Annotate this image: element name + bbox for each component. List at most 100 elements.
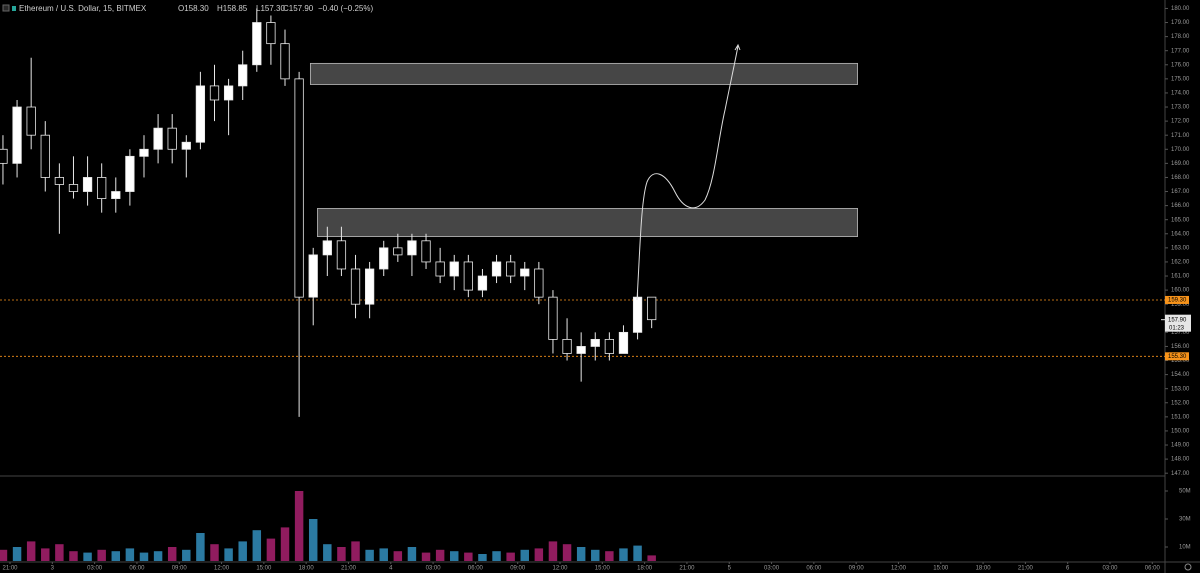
- volume-bar: [506, 552, 515, 561]
- x-tick-label: 15:00: [256, 566, 272, 572]
- candle-body: [534, 268, 544, 298]
- projection-drawing[interactable]: [636, 45, 739, 301]
- candle-body: [491, 261, 502, 277]
- candle-body: [54, 177, 65, 185]
- x-tick-label: 21:00: [341, 566, 357, 572]
- collapse-button[interactable]: [2, 4, 10, 12]
- volume-bar: [266, 538, 276, 561]
- candle-body: [520, 268, 530, 277]
- volume-bar: [125, 548, 135, 561]
- volume-bar: [69, 551, 78, 561]
- x-tick-label: 21:00: [679, 566, 695, 572]
- candle-body: [280, 43, 290, 80]
- x-tick-label: 15:00: [595, 566, 611, 572]
- volume-bar: [153, 551, 163, 561]
- y2-tick-label: 30M: [1179, 517, 1191, 523]
- y-tick-label: 157.00: [1171, 330, 1190, 336]
- candle-body: [590, 338, 600, 347]
- candle-body: [308, 254, 318, 298]
- symbol-icon: [12, 6, 16, 11]
- candle-body: [26, 106, 36, 136]
- price-level-tag: [1165, 352, 1189, 361]
- candle-body: [379, 247, 389, 270]
- candle-body: [618, 331, 629, 354]
- y-tick-label: 176.00: [1171, 62, 1190, 68]
- countdown: 01:23: [1169, 325, 1185, 331]
- y-tick-label: 178.00: [1171, 34, 1190, 40]
- y-tick-label: 170.00: [1171, 147, 1190, 153]
- volume-bar: [548, 541, 558, 561]
- price-level-label: 159.30: [1168, 298, 1187, 304]
- ohlc-change: −0.40 (−0.25%): [318, 4, 373, 13]
- y-tick-label: 149.00: [1171, 443, 1190, 449]
- y-tick-label: 174.00: [1171, 91, 1190, 97]
- volume-bar: [591, 549, 600, 561]
- candle-body: [209, 85, 220, 101]
- candle-body: [195, 85, 206, 143]
- volume-bar: [407, 547, 417, 561]
- ohlc-low: L157.30: [256, 4, 285, 13]
- volume-bar: [224, 548, 233, 561]
- candle-body: [364, 268, 375, 305]
- candle-body: [294, 78, 304, 298]
- volume-bar: [478, 554, 487, 561]
- y-tick-label: 156.00: [1171, 344, 1190, 350]
- volume-bar: [55, 544, 64, 561]
- last-price-tag: [1165, 314, 1191, 332]
- projection-arrowhead: [734, 43, 741, 51]
- x-tick-label: 06:00: [129, 566, 145, 572]
- volume-bar: [252, 530, 262, 561]
- settings-button[interactable]: [1184, 563, 1192, 571]
- volume-bar: [196, 533, 205, 561]
- y-tick-label: 180.00: [1171, 6, 1190, 12]
- volume-bar: [308, 519, 318, 561]
- candle-body: [632, 296, 643, 333]
- volume-bar: [534, 548, 544, 561]
- candle-body: [238, 64, 248, 87]
- price-level-tag: [1165, 295, 1189, 304]
- candle-body: [0, 148, 8, 164]
- x-tick-label: 03:00: [87, 566, 103, 572]
- x-tick-label: 18:00: [637, 566, 653, 572]
- y-tick-label: 177.00: [1171, 48, 1190, 54]
- symbol-title[interactable]: Ethereum / U.S. Dollar, 15, BITMEX: [19, 4, 147, 13]
- volume-bar: [393, 551, 403, 561]
- candle-body: [139, 148, 149, 157]
- candle-body: [167, 127, 177, 150]
- y2-tick-label: 50M: [1179, 489, 1191, 495]
- x-tick-label: 03:00: [426, 566, 442, 572]
- candle-body: [12, 106, 22, 164]
- candle-body: [647, 296, 657, 321]
- x-tick-label: 21:00: [1018, 566, 1034, 572]
- x-tick-label: 5: [728, 566, 732, 572]
- volume-bar: [280, 527, 290, 561]
- x-tick-label: 12:00: [214, 566, 230, 572]
- y2-tick-label: 10M: [1179, 545, 1191, 551]
- ohlc-close: C157.90: [283, 4, 314, 13]
- volume-bar: [210, 544, 219, 561]
- x-tick-label: 09:00: [510, 566, 526, 572]
- candle-body: [336, 240, 347, 270]
- x-tick-label: 12:00: [552, 566, 568, 572]
- x-tick-label: 3: [51, 566, 55, 572]
- candle-body: [153, 127, 163, 150]
- y-tick-label: 166.00: [1171, 203, 1190, 209]
- y-tick-label: 165.00: [1171, 217, 1190, 223]
- volume-bar: [619, 548, 628, 561]
- candle-body: [111, 191, 121, 199]
- y-tick-label: 154.00: [1171, 372, 1190, 378]
- x-tick-label: 06:00: [1145, 566, 1161, 572]
- volume-bar: [26, 541, 36, 561]
- candle-body: [322, 240, 332, 256]
- candle-body: [548, 296, 558, 340]
- y-tick-label: 160.00: [1171, 288, 1190, 294]
- y-tick-label: 150.00: [1171, 429, 1190, 435]
- volume-bar: [139, 552, 149, 561]
- volume-bar: [450, 551, 459, 561]
- x-tick-label: 03:00: [1102, 566, 1118, 572]
- x-tick-label: 12:00: [891, 566, 907, 572]
- y-tick-label: 164.00: [1171, 231, 1190, 237]
- ohlc-open: O158.30: [178, 4, 209, 13]
